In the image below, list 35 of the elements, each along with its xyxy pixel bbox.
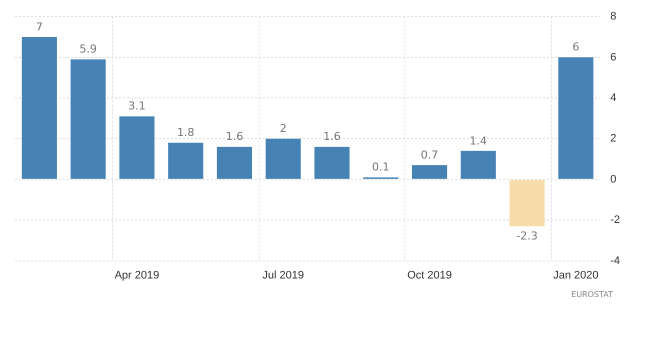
bar xyxy=(216,146,252,179)
y-tick-label: 8 xyxy=(610,10,616,23)
y-tick-label: 0 xyxy=(610,173,616,186)
x-tick-label: Jul 2019 xyxy=(262,269,304,282)
data-label: 7 xyxy=(36,20,43,34)
x-tick-label: Apr 2019 xyxy=(114,269,160,282)
y-tick-label: -2 xyxy=(610,214,620,226)
data-label: 5.9 xyxy=(79,42,97,56)
data-label: 1.4 xyxy=(470,134,488,148)
data-label: 2 xyxy=(280,122,287,136)
data-label: 0.1 xyxy=(372,160,390,174)
bar xyxy=(314,146,350,179)
bar xyxy=(460,150,496,179)
data-label: 6 xyxy=(572,40,580,54)
bar xyxy=(22,36,57,179)
y-tick-label: 6 xyxy=(610,51,616,64)
data-label: 3.1 xyxy=(128,100,146,113)
bar xyxy=(70,59,106,179)
y-tick-label: 4 xyxy=(610,92,616,104)
text: EUROSTAT xyxy=(571,290,613,299)
bar xyxy=(266,138,301,179)
data-label: 1.8 xyxy=(176,126,194,140)
data-label: -2.3 xyxy=(516,230,538,243)
y-tick-label: 2 xyxy=(610,132,616,145)
y-tick-label: -4 xyxy=(610,254,620,267)
bar xyxy=(510,180,545,226)
data-label: 1.6 xyxy=(226,130,244,144)
bar xyxy=(168,142,204,179)
bar xyxy=(558,57,594,179)
x-tick-label: Oct 2019 xyxy=(407,269,452,282)
x-tick-label: Jan 2020 xyxy=(553,269,598,282)
bar xyxy=(119,116,154,179)
data-label: 0.7 xyxy=(420,148,438,162)
bar xyxy=(412,165,448,179)
data-label: 1.6 xyxy=(323,130,341,144)
